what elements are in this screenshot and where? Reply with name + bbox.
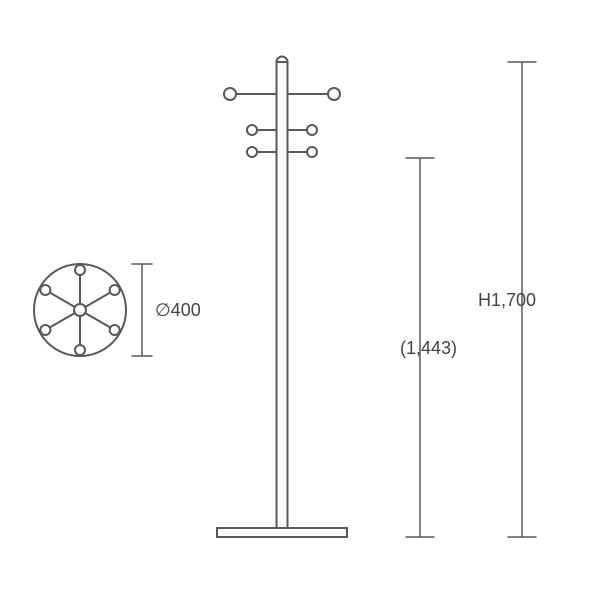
total-height-label: H1,700	[478, 290, 536, 311]
partial-height-label: (1,443)	[400, 338, 457, 359]
diameter-label: ∅400	[155, 300, 201, 321]
